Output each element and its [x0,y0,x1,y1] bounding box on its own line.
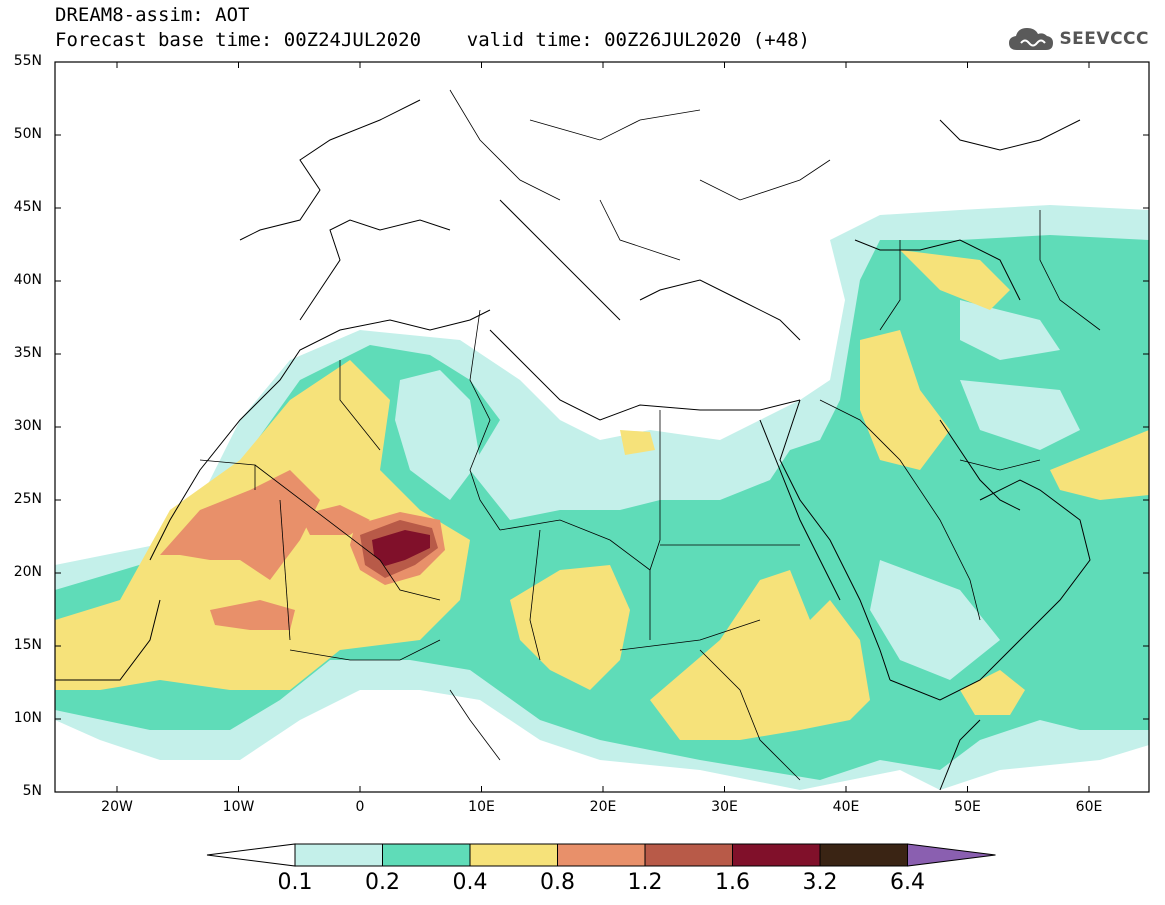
longitude-label: 20E [589,799,617,815]
aot-field-0.4 [860,330,950,470]
aot-field-0.8 [210,600,295,630]
aot-field-0.4 [900,250,1010,310]
colorbar-label: 0.1 [277,870,313,895]
colorbar-segment [907,843,996,867]
latitude-label: 55N [13,53,42,69]
longitude-label: 0 [355,799,365,815]
longitude-label: 10W [222,799,255,815]
aot-field-0.1-hole [870,560,1000,680]
logo: SEEVCCC [1007,24,1149,54]
colorbar-label: 6.4 [890,870,925,895]
colorbar-segment [644,843,733,867]
colorbar-segment [557,843,646,867]
aot-field-0.4 [620,430,655,455]
colorbar-segment [819,843,908,867]
colorbar-label: 0.8 [540,870,575,895]
aot-field-0.1-hole [395,370,480,500]
borders [199,89,1101,781]
colorbar-segment [294,843,383,867]
latitude-label: 30N [13,418,42,434]
colorbar-label: 0.4 [452,870,488,895]
latitude-label: 40N [13,272,42,288]
colorbar-segment [469,843,558,867]
latitude-label: 20N [13,564,42,580]
aot-field-0.1-hole [960,380,1080,450]
colorbar-label: 0.2 [365,870,400,895]
colorbar-segment [382,843,471,867]
latitude-label: 25N [13,491,42,507]
longitude-label: 40E [832,799,860,815]
colorbar-label: 3.2 [802,870,838,895]
latitude-label: 35N [13,345,42,361]
latitude-label: 45N [13,199,42,215]
aot-field-1.6 [372,530,430,566]
aot-field-0.4 [650,570,870,740]
longitude-label: 20W [101,799,133,815]
aot-field-0.1-hole [490,430,640,505]
latitude-label: 50N [13,126,42,142]
coastlines [55,99,1091,791]
longitude-label: 60E [1075,799,1103,815]
colorbar [206,843,996,867]
cloud-logo-icon [1009,28,1054,50]
aot-field-0.1-hole [960,300,1060,360]
latitude-label: 5N [22,783,42,799]
longitude-label: 30E [711,799,738,815]
colorbar-segment [732,843,821,867]
colorbar-segment [206,843,296,867]
latitude-label: 15N [13,637,42,653]
aot-fields [55,205,1149,790]
longitude-label: 10E [468,799,495,815]
forecast-times: Forecast base time: 00Z24JUL2020 valid t… [55,29,810,51]
colorbar-label: 1.6 [715,870,750,895]
longitude-label: 50E [954,799,981,815]
logo-text: SEEVCCC [1059,29,1149,49]
latitude-label: 10N [13,710,42,726]
aot-field-0.8 [160,470,320,580]
aot-field-0.4 [960,670,1025,715]
aot-field-0.4 [1050,430,1149,500]
axis-ticks [55,61,1149,793]
colorbar-label: 1.2 [627,870,663,895]
map-title: DREAM8-assim: AOT [55,4,250,26]
